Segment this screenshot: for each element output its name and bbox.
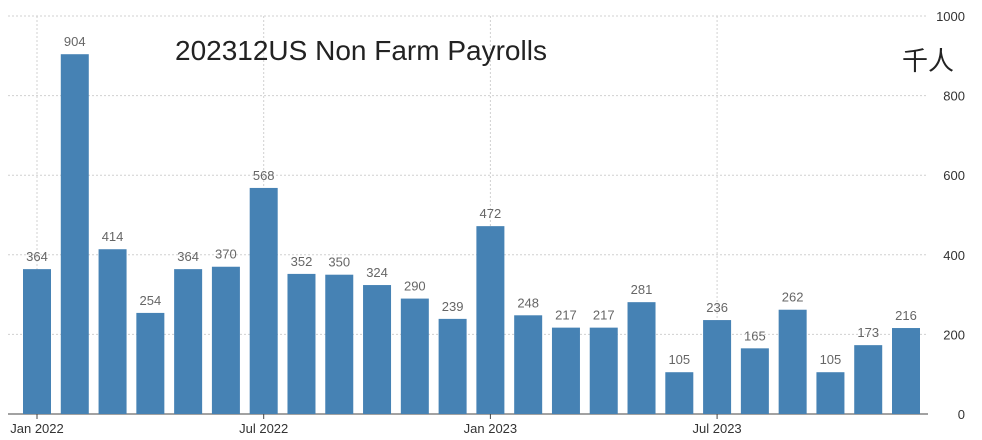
bar <box>249 187 278 414</box>
x-tick-label: Jan 2023 <box>464 421 518 436</box>
data-label: 262 <box>782 290 804 305</box>
bar <box>174 269 203 414</box>
unit-label: 千人 <box>902 47 954 77</box>
bar <box>211 266 240 414</box>
bar <box>816 372 845 414</box>
bar <box>136 312 165 414</box>
bar <box>98 249 127 414</box>
y-tick-label: 400 <box>943 248 965 263</box>
data-label: 370 <box>215 247 237 262</box>
bar <box>703 320 732 414</box>
data-label: 165 <box>744 328 766 343</box>
data-label: 105 <box>668 352 690 367</box>
y-tick-label: 200 <box>943 327 965 342</box>
data-label: 217 <box>555 308 577 323</box>
y-tick-label: 800 <box>943 89 965 104</box>
data-label: 236 <box>706 300 728 315</box>
x-tick-label: Jul 2022 <box>239 421 288 436</box>
gridlines <box>8 15 928 415</box>
bar <box>627 302 656 414</box>
data-label: 217 <box>593 308 615 323</box>
data-label: 290 <box>404 279 426 294</box>
bar <box>60 54 89 414</box>
bar <box>551 327 580 414</box>
data-label: 352 <box>291 254 313 269</box>
data-label: 364 <box>26 249 48 264</box>
bar <box>438 318 467 414</box>
x-tick-label: Jan 2022 <box>10 421 64 436</box>
bar <box>778 309 807 414</box>
bars <box>23 54 920 414</box>
data-label: 105 <box>820 352 842 367</box>
bar <box>287 273 316 414</box>
bar <box>325 274 354 414</box>
data-label: 248 <box>517 295 539 310</box>
bar <box>740 348 769 414</box>
data-label: 324 <box>366 265 388 280</box>
data-label: 173 <box>857 325 879 340</box>
data-label: 364 <box>177 249 199 264</box>
bar <box>476 226 505 414</box>
bar <box>665 372 694 414</box>
data-label: 472 <box>480 206 502 221</box>
data-label: 216 <box>895 308 917 323</box>
bar <box>400 298 429 414</box>
y-tick-label: 1000 <box>936 9 965 24</box>
chart-title: 202312US Non Farm Payrolls <box>175 35 547 66</box>
data-label: 568 <box>253 168 275 183</box>
data-labels: 364 904 414 254 364 370 568 352 350 324 290 239 472 2… <box>26 34 917 367</box>
x-axis-ticks: Jan 2022 Jul 2022 Jan 2023 Jul 2023 <box>10 414 742 436</box>
bar <box>892 328 920 414</box>
y-axis-ticks: 0 200 400 600 800 1000 <box>936 9 965 422</box>
y-tick-label: 600 <box>943 168 965 183</box>
bar <box>23 269 51 414</box>
x-tick-label: Jul 2023 <box>693 421 742 436</box>
y-tick-label: 0 <box>958 407 965 422</box>
data-label: 239 <box>442 299 464 314</box>
data-label: 281 <box>631 282 653 297</box>
bar <box>589 327 618 414</box>
bar <box>514 315 543 414</box>
data-label: 350 <box>328 255 350 270</box>
data-label: 904 <box>64 34 86 49</box>
data-label: 254 <box>139 293 161 308</box>
bar <box>854 345 883 414</box>
data-label: 414 <box>102 229 124 244</box>
bar <box>363 285 392 414</box>
